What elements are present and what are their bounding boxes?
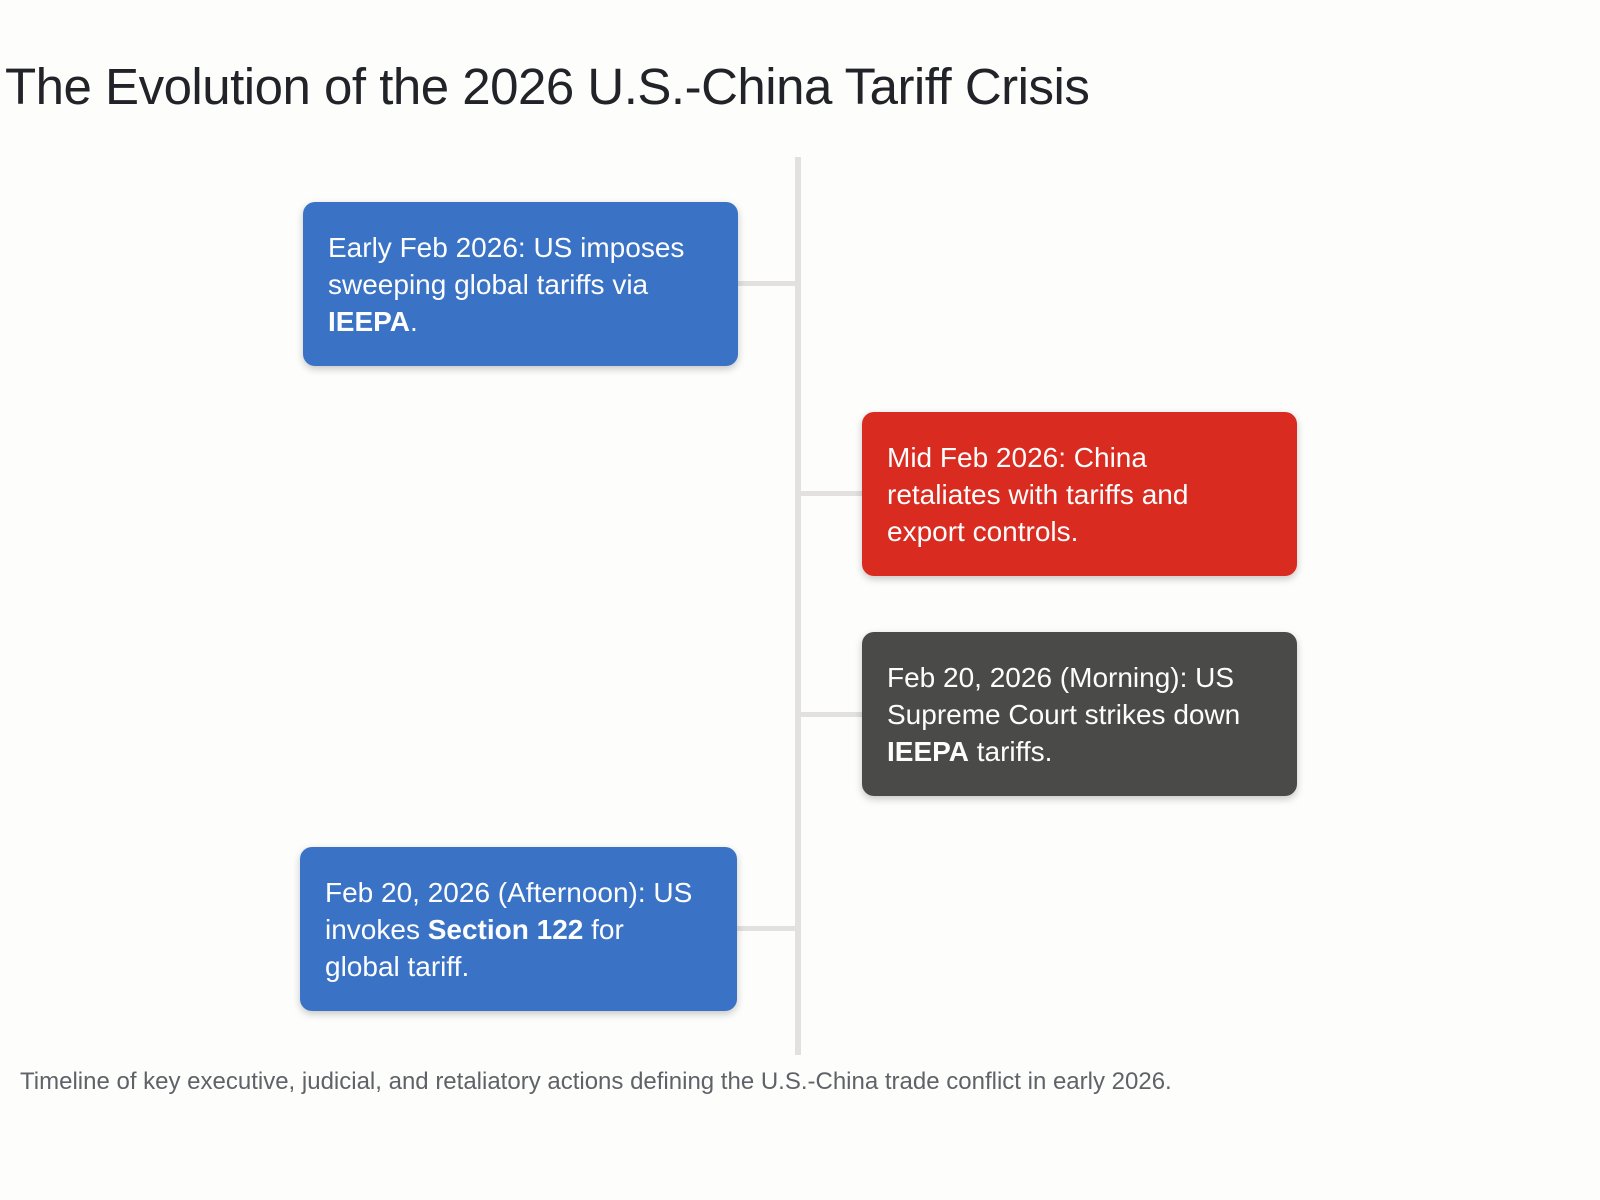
timeline-axis-line	[795, 157, 801, 1055]
event-text-bold-segment: Section 122	[427, 913, 584, 945]
event-text-segment: Early Feb 2026: US imposes sweeping glob…	[328, 231, 685, 300]
event-text-segment: .	[409, 305, 418, 337]
event-text-segment: Feb 20, 2026 (Morning): US Supreme Court…	[887, 661, 1241, 730]
event-text-segment: Feb 20, 2026 (Afternoon): US invokes	[325, 876, 693, 945]
event-text-segment: Mid Feb 2026: China retaliates with tari…	[887, 441, 1189, 547]
event-text-bold-segment: IEEPA	[328, 305, 410, 337]
connector-event-1	[738, 281, 796, 286]
event-text: Mid Feb 2026: China retaliates with tari…	[887, 439, 1188, 550]
timeline-card-section-122: Feb 20, 2026 (Afternoon): US invokes Sec…	[300, 847, 737, 1011]
event-text-segment: tariffs.	[968, 735, 1053, 767]
event-text: Feb 20, 2026 (Morning): US Supreme Court…	[887, 659, 1240, 770]
page-title: The Evolution of the 2026 U.S.-China Tar…	[5, 58, 1090, 115]
timeline-card-china-retaliation: Mid Feb 2026: China retaliates with tari…	[862, 412, 1297, 576]
event-text-segment: for global tariff.	[325, 913, 624, 982]
connector-event-3	[801, 712, 862, 717]
timeline-card-us-ieepa-tariffs: Early Feb 2026: US imposes sweeping glob…	[303, 202, 738, 366]
event-text: Early Feb 2026: US imposes sweeping glob…	[328, 229, 684, 340]
connector-event-2	[801, 491, 862, 496]
event-text-bold-segment: IEEPA	[887, 735, 969, 767]
caption: Timeline of key executive, judicial, and…	[20, 1068, 1172, 1095]
connector-event-4	[737, 926, 796, 931]
event-text: Feb 20, 2026 (Afternoon): US invokes Sec…	[325, 874, 692, 985]
timeline-card-supreme-court: Feb 20, 2026 (Morning): US Supreme Court…	[862, 632, 1297, 796]
